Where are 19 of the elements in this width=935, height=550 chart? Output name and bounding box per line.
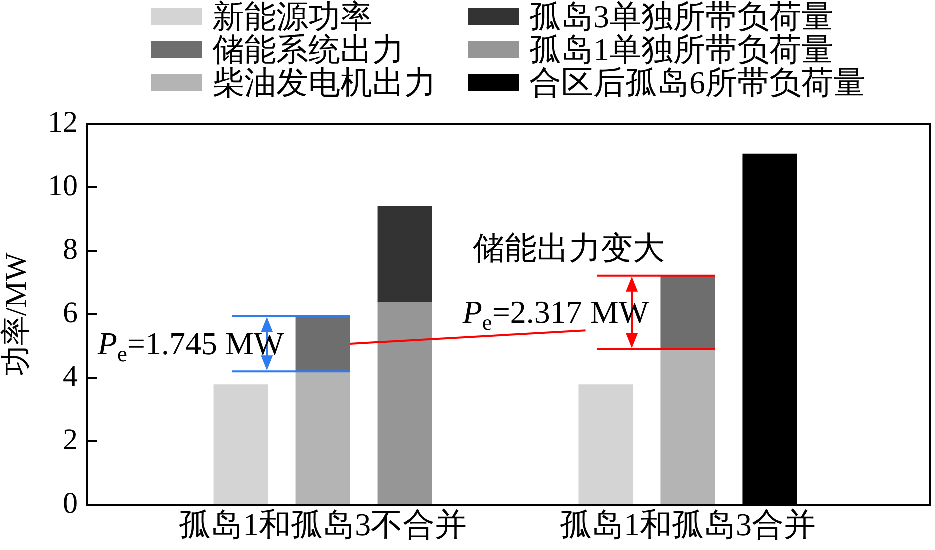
y-tick-label: 8 [63,232,78,266]
y-tick-label: 12 [48,106,78,139]
y-tick-label: 6 [63,296,78,330]
bar [214,384,268,505]
y-tick-label: 2 [63,423,78,456]
y-tick-label: 0 [63,486,78,520]
bar [578,384,634,505]
y-tick-label: 4 [63,360,78,393]
x-tick-label: 孤岛1和孤岛3不合并 [179,506,468,543]
bar [296,371,350,505]
y-axis-title: 功率/MW [0,252,33,376]
bar [660,349,716,505]
bar [378,206,432,302]
annotation: 储能出力变大 [472,230,665,266]
y-tick-label: 10 [48,169,78,202]
bar [296,316,350,372]
bar [660,276,716,350]
bar [378,301,432,505]
x-tick-label: 孤岛1和孤岛3合并 [560,506,816,543]
